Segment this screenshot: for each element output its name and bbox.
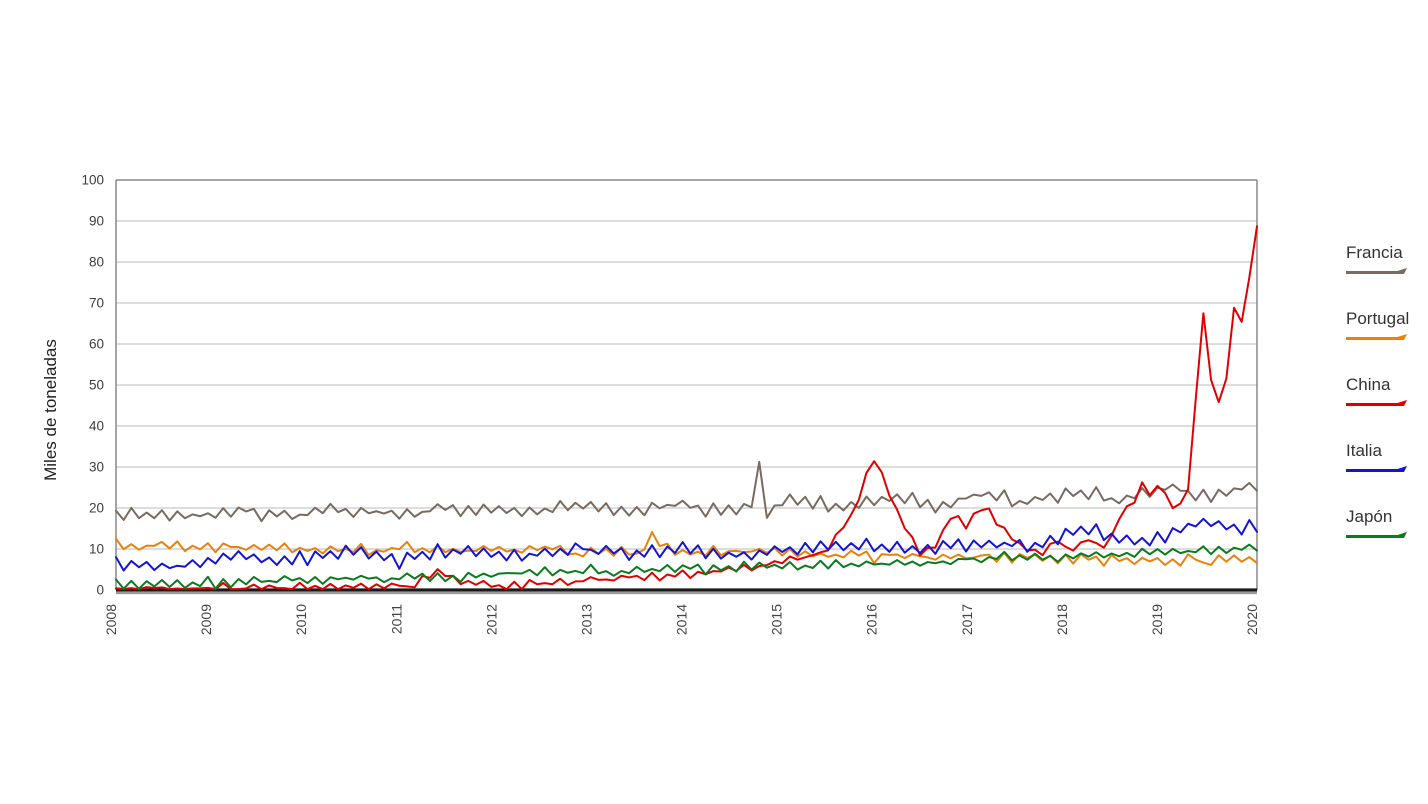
svg-text:2020: 2020 <box>1244 604 1260 635</box>
svg-text:2013: 2013 <box>578 604 594 635</box>
svg-text:70: 70 <box>89 296 104 311</box>
svg-text:2009: 2009 <box>198 604 214 635</box>
svg-text:80: 80 <box>89 255 104 270</box>
svg-text:2008: 2008 <box>103 604 119 635</box>
svg-text:2010: 2010 <box>293 604 309 635</box>
svg-text:40: 40 <box>89 419 104 434</box>
svg-text:2018: 2018 <box>1054 604 1070 635</box>
svg-text:Italia: Italia <box>1346 441 1382 460</box>
svg-text:30: 30 <box>89 460 104 475</box>
svg-text:2016: 2016 <box>864 604 880 635</box>
svg-text:2019: 2019 <box>1149 604 1165 635</box>
svg-text:Francia: Francia <box>1346 243 1403 262</box>
svg-text:100: 100 <box>81 173 104 188</box>
svg-text:2012: 2012 <box>483 604 499 635</box>
svg-text:20: 20 <box>89 501 104 516</box>
svg-text:2017: 2017 <box>959 604 975 635</box>
svg-text:2011: 2011 <box>388 604 404 634</box>
svg-text:2014: 2014 <box>674 604 690 635</box>
svg-text:60: 60 <box>89 337 104 352</box>
svg-text:Japón: Japón <box>1346 507 1392 526</box>
svg-text:10: 10 <box>89 542 104 557</box>
svg-text:2015: 2015 <box>769 604 785 635</box>
svg-text:50: 50 <box>89 378 104 393</box>
svg-text:China: China <box>1346 375 1391 394</box>
svg-text:0: 0 <box>96 583 104 598</box>
svg-text:90: 90 <box>89 214 104 229</box>
svg-text:Portugal: Portugal <box>1346 309 1409 328</box>
